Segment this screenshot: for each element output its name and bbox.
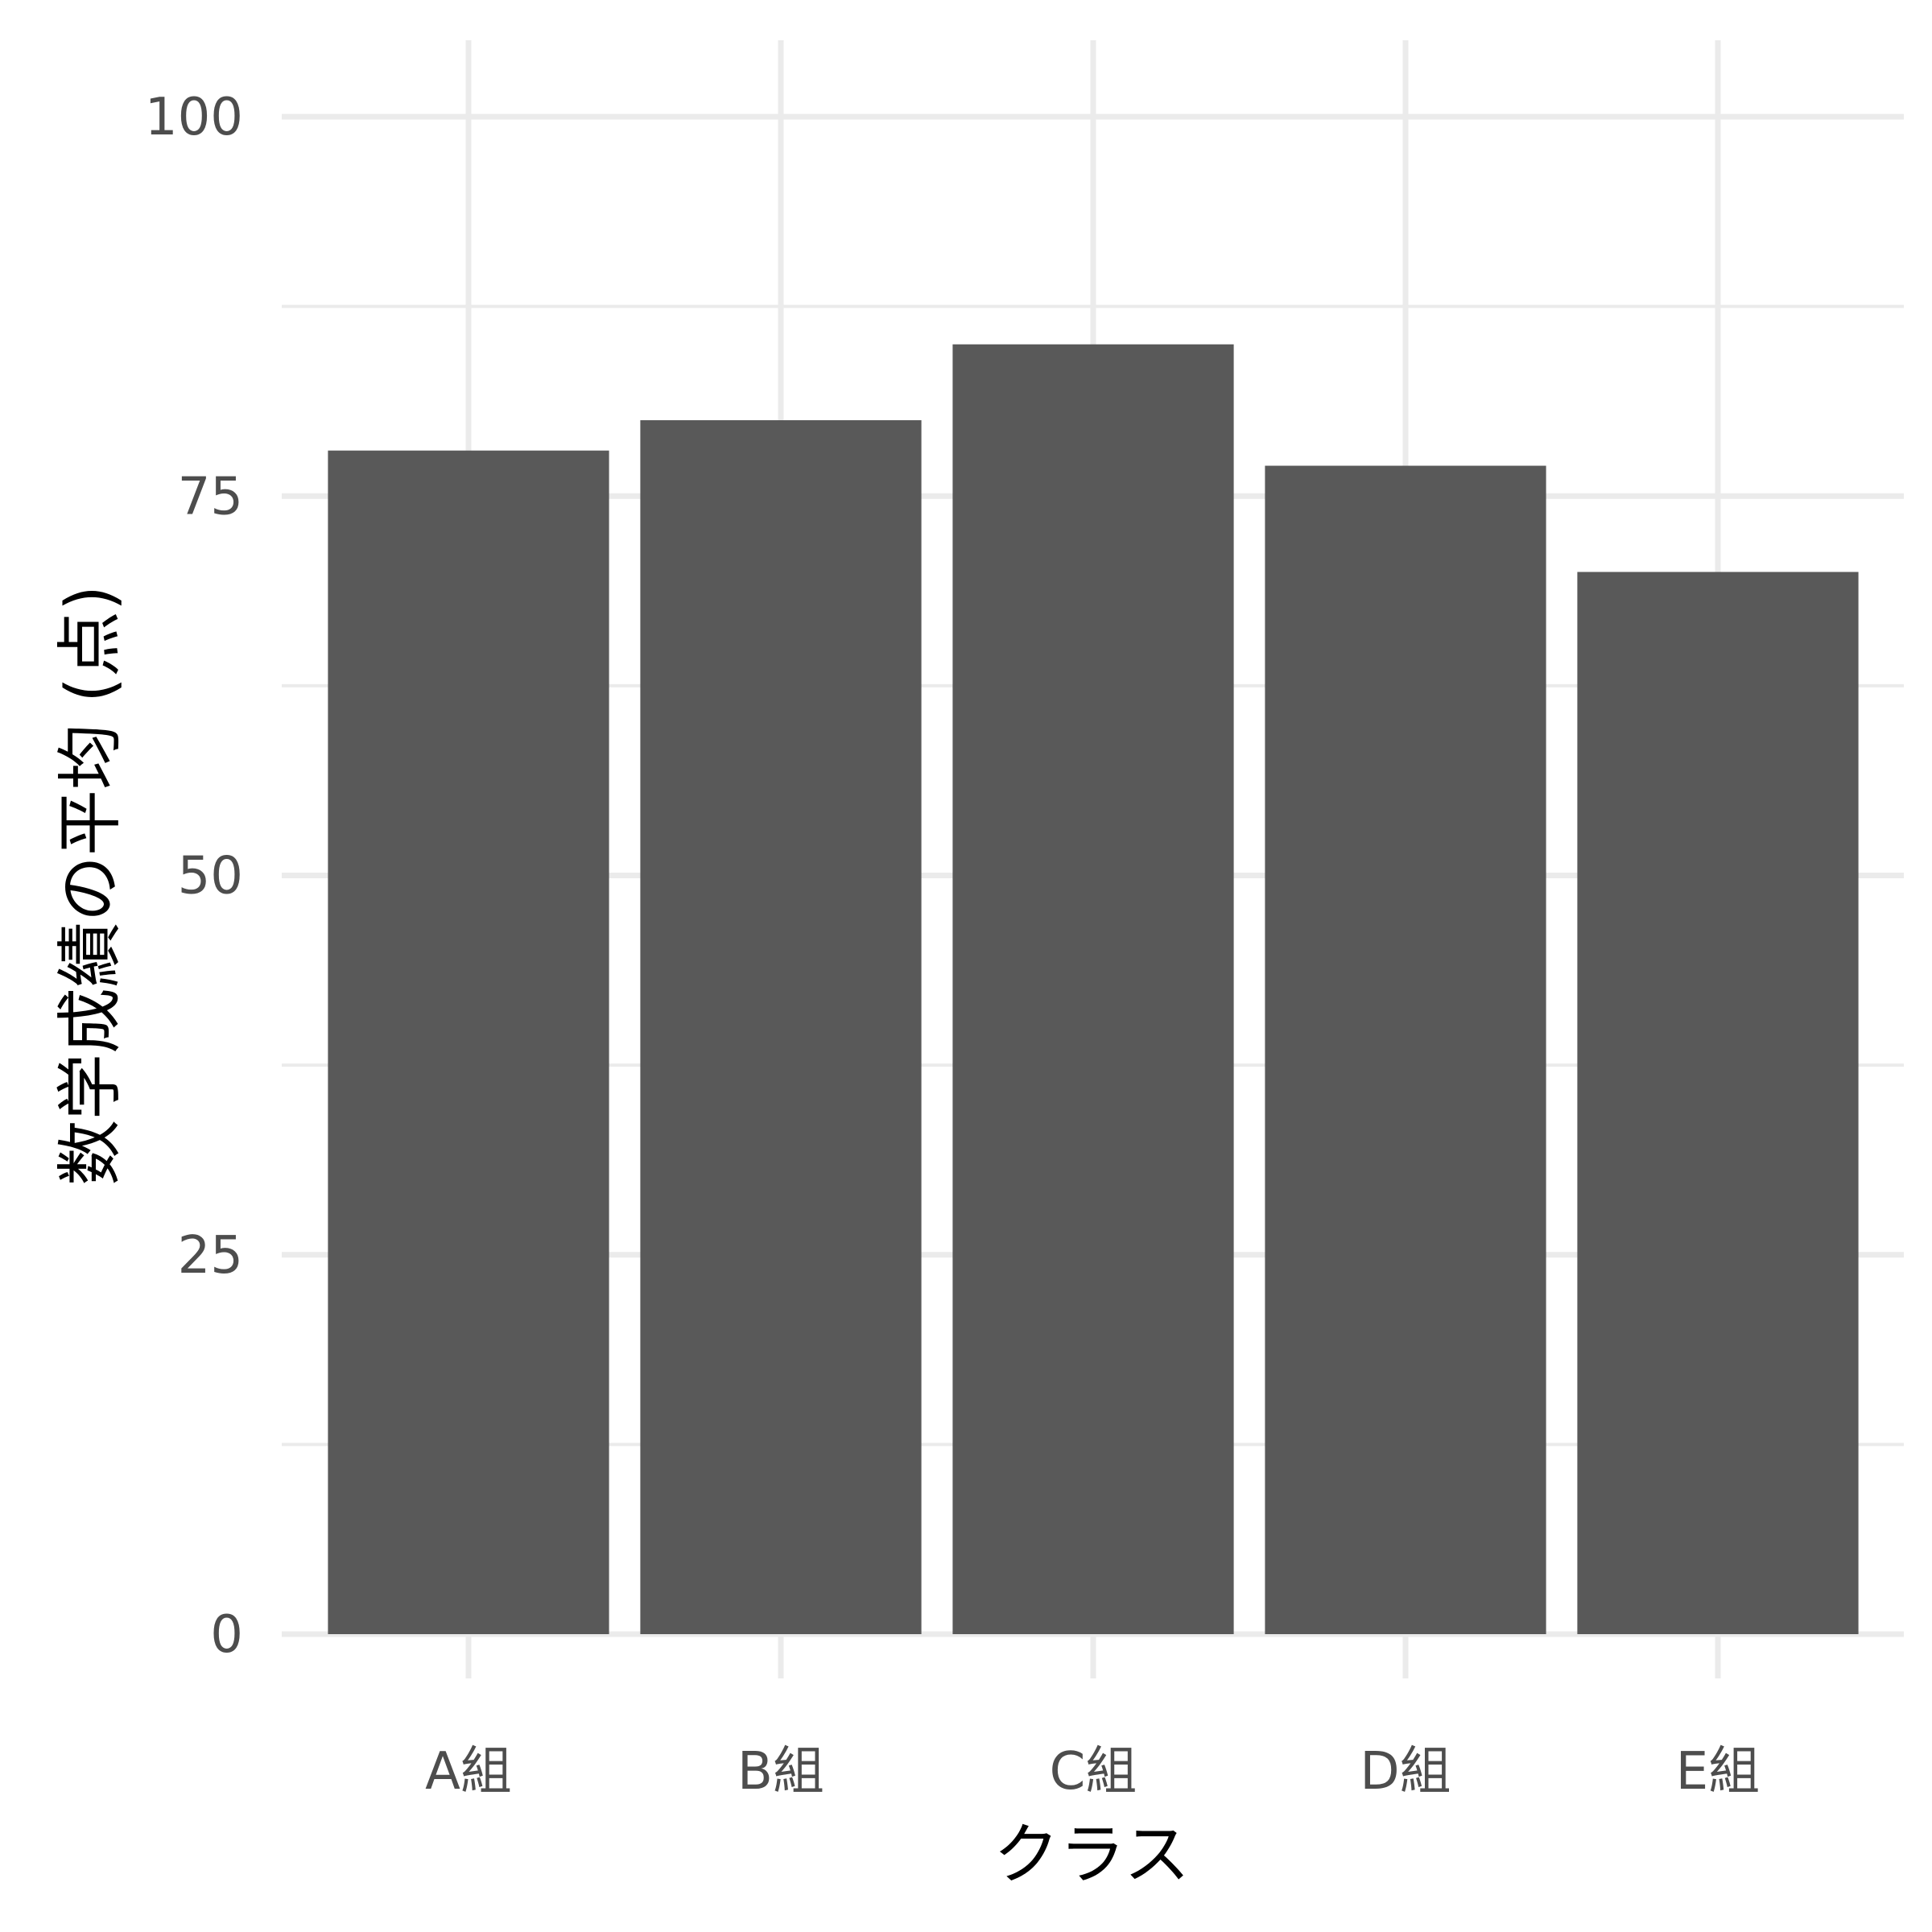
x-tick-labels: A組 B組 C組 D組 E組 <box>425 1742 1760 1802</box>
x-tick-label: B組 <box>737 1742 824 1802</box>
x-tick-label: A組 <box>425 1742 512 1802</box>
y-tick-label: 0 <box>210 1605 243 1665</box>
y-tick-label: 50 <box>178 847 243 906</box>
y-tick-label: 100 <box>145 88 243 147</box>
y-axis-title: 数学成績の平均 (点) <box>52 585 129 1186</box>
y-tick-labels: 0 25 50 75 100 <box>145 88 243 1665</box>
y-tick-label: 25 <box>178 1226 243 1286</box>
x-tick-label: E組 <box>1676 1742 1760 1802</box>
bar-1 <box>328 450 609 1635</box>
bar-2 <box>640 420 922 1634</box>
bar-5 <box>1577 572 1859 1634</box>
bar-4 <box>1265 465 1546 1634</box>
y-tick-label: 75 <box>178 467 243 526</box>
bar-3 <box>952 344 1234 1634</box>
x-tick-label: D組 <box>1360 1742 1451 1802</box>
x-tick-label: C組 <box>1050 1742 1137 1802</box>
bars <box>328 344 1859 1635</box>
x-axis-title: クラス <box>993 1817 1190 1893</box>
